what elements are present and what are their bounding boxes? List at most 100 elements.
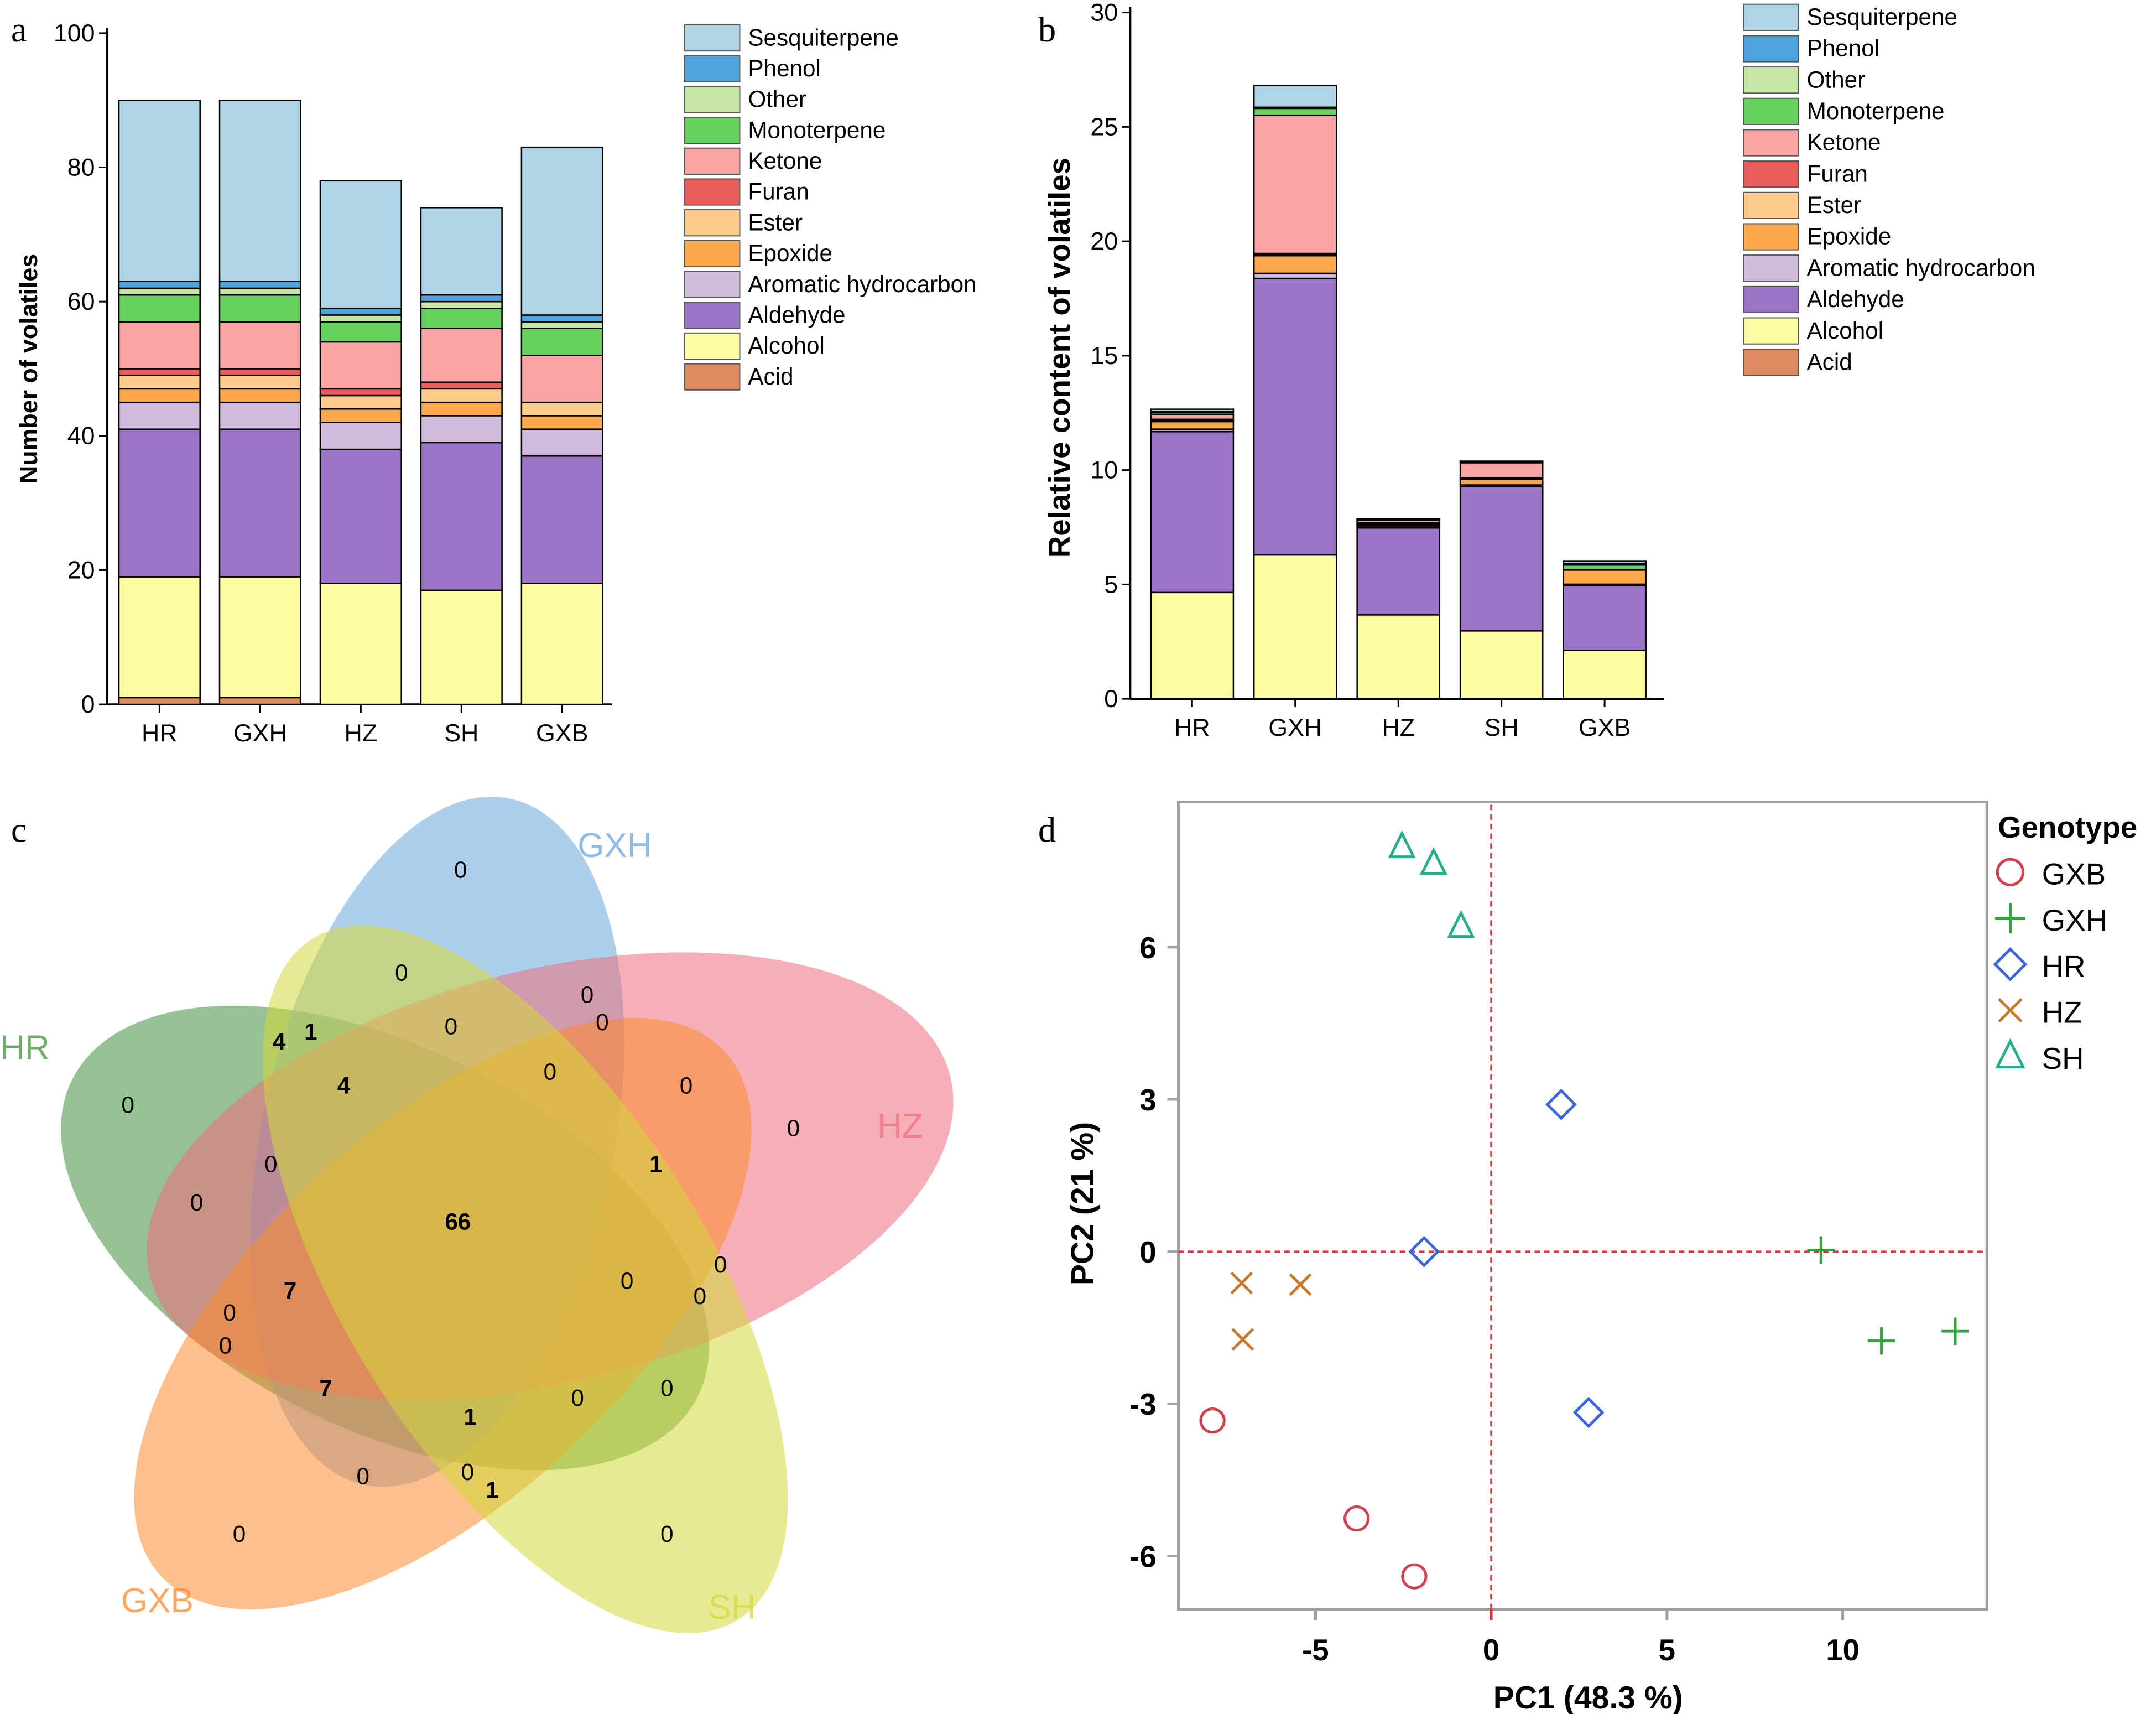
x-tick-label: GXH xyxy=(1268,714,1322,741)
bar-segment-monoterpene xyxy=(218,294,301,323)
bar-segment-furan xyxy=(218,368,301,376)
venn-region-count: 1 xyxy=(464,1404,477,1430)
bar-segment-sesquiterpene xyxy=(118,99,201,283)
y-tick-label: 80 xyxy=(67,153,95,181)
bar-segment-other xyxy=(218,287,301,296)
venn-region-count: 0 xyxy=(461,1459,474,1485)
bar-segment-monoterpene xyxy=(319,321,402,343)
y-tick-label: 20 xyxy=(1090,227,1118,255)
legend-label: Aldehyde xyxy=(1807,286,1904,312)
bar-segment-alcohol xyxy=(1356,614,1441,700)
legend-swatch xyxy=(684,271,741,298)
data-point-sh xyxy=(1419,847,1448,875)
data-point-hz xyxy=(1231,1328,1254,1351)
legend-label: Furan xyxy=(1807,160,1868,186)
x-tick-label: 5 xyxy=(1659,1633,1675,1667)
legend-label: Ketone xyxy=(748,148,822,174)
y-tick-label: 0 xyxy=(81,690,95,718)
bar-segment-sesquiterpene xyxy=(218,99,301,283)
legend-marker-gxh xyxy=(1995,903,2025,933)
venn-region-count: 0 xyxy=(454,856,467,882)
venn-set-label: SH xyxy=(708,1588,756,1627)
venn-region-count: 66 xyxy=(445,1209,471,1235)
bar-segment-phenol xyxy=(118,281,201,289)
bar-segment-alcohol xyxy=(118,576,201,699)
bar-segment-furan xyxy=(118,368,201,376)
panel-d-pca-scatter: -5 0 5 10 -6 -3 0 3 6 PC1 (48.3 %) PC2 (21 %) Genot… xyxy=(1065,801,2137,1714)
legend-label: Acid xyxy=(1807,349,1852,375)
legend-label: GXB xyxy=(2042,857,2106,891)
legend-swatch xyxy=(1743,317,1799,345)
bar-segment-ester xyxy=(319,394,402,410)
legend-label: Monoterpene xyxy=(748,117,886,143)
legend-label: Acid xyxy=(748,363,793,389)
data-point-sh xyxy=(1388,830,1416,859)
data-point-hr xyxy=(1545,1088,1577,1120)
y-tick-label: 40 xyxy=(67,422,95,450)
bar-segment-alcohol xyxy=(420,589,503,705)
bar-segment-aromatic-hydrocarbon xyxy=(1253,272,1337,279)
venn-region-count: 0 xyxy=(787,1115,800,1141)
y-tick-label: 6 xyxy=(1139,931,1156,965)
bar-segment-ketone xyxy=(118,321,201,370)
venn-region-count: 0 xyxy=(264,1151,278,1177)
legend-swatch xyxy=(684,55,741,82)
legend-label: GXH xyxy=(2042,903,2108,937)
legend-label: Sesquiterpene xyxy=(1807,4,1957,30)
data-point-gxb xyxy=(1343,1505,1370,1532)
bar-segment-phenol xyxy=(420,294,503,303)
legend-label: Aldehyde xyxy=(748,302,845,328)
venn-region-count: 0 xyxy=(571,1385,584,1411)
legend-label: HZ xyxy=(2042,995,2082,1030)
bar-segment-epoxide xyxy=(1150,420,1235,430)
legend-swatch xyxy=(684,332,741,360)
bar-segment-sesquiterpene xyxy=(1253,85,1337,108)
venn-region-count: 1 xyxy=(649,1151,663,1177)
bar-segment-alcohol xyxy=(1253,554,1337,700)
bar-segment-other xyxy=(118,287,201,296)
bar-segment-alcohol xyxy=(319,583,402,705)
legend-swatch xyxy=(1743,349,1799,376)
legend-swatch xyxy=(684,178,741,206)
data-point-sh xyxy=(1447,910,1475,938)
legend-label: Phenol xyxy=(1807,35,1880,61)
x-tick-label: 0 xyxy=(1483,1633,1499,1667)
venn-region-count: 0 xyxy=(544,1059,557,1085)
bar-segment-sesquiterpene xyxy=(420,207,503,296)
legend-label: Ester xyxy=(1807,192,1862,218)
y-axis-label: Relative content of volatiles xyxy=(1042,158,1076,558)
bar-segment-sesquiterpene xyxy=(319,180,402,309)
venn-set-label: GXH xyxy=(577,827,652,865)
legend-label: Furan xyxy=(748,179,809,205)
legend-label: Other xyxy=(1807,66,1866,92)
bar-segment-phenol xyxy=(520,314,603,323)
venn-region-count: 0 xyxy=(660,1521,674,1547)
panel-label-d: d xyxy=(1038,810,1056,850)
venn-region-count: 0 xyxy=(395,960,408,986)
bar-segment-aldehyde xyxy=(319,448,402,584)
legend-label: Epoxide xyxy=(1807,224,1892,250)
bar-segment-acid xyxy=(218,697,301,705)
legend-label: Sesquiterpene xyxy=(748,24,898,50)
legend-label: Phenol xyxy=(748,55,821,81)
legend-swatch xyxy=(684,209,741,237)
legend-marker-hz xyxy=(1998,998,2023,1023)
bar-segment-ketone xyxy=(218,321,301,370)
venn-region-count: 0 xyxy=(581,982,594,1008)
venn-region-count: 4 xyxy=(337,1073,351,1099)
panel-label-b: b xyxy=(1038,9,1056,49)
legend-swatch xyxy=(684,240,741,268)
bar-segment-aldehyde xyxy=(1459,486,1544,632)
y-tick-label: 3 xyxy=(1139,1083,1156,1117)
bar-segment-phenol xyxy=(319,308,402,316)
legend-swatch xyxy=(684,117,741,144)
bar-segment-alcohol xyxy=(218,576,301,699)
bar-segment-furan xyxy=(420,381,503,390)
y-tick-label: -6 xyxy=(1129,1539,1157,1573)
bar-segment-aldehyde xyxy=(1356,527,1441,616)
bar-segment-ketone xyxy=(520,354,603,403)
y-tick-label: 20 xyxy=(67,556,95,584)
legend-swatch xyxy=(1743,66,1799,94)
legend-label: Alcohol xyxy=(748,333,825,359)
y-tick-label: 100 xyxy=(54,19,95,47)
